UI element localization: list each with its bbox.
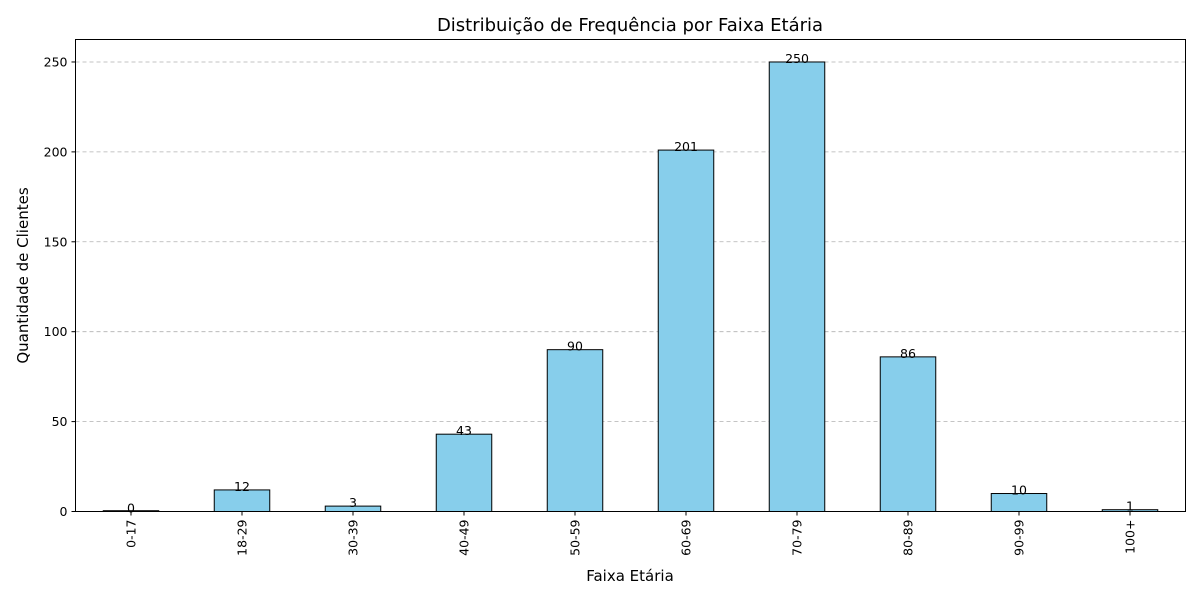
data-label: 250	[785, 51, 809, 66]
y-axis-label: Quantidade de Clientes	[14, 187, 32, 363]
y-tick-label: 0	[60, 504, 68, 519]
x-axis-label: Faixa Etária	[586, 567, 674, 585]
data-label: 1	[1126, 499, 1134, 514]
data-label: 3	[349, 495, 357, 510]
y-tick-label: 50	[52, 414, 68, 429]
bar-60-69	[657, 149, 715, 512]
x-tick-label: 90-99	[1012, 519, 1027, 555]
data-label: 0	[127, 501, 135, 516]
bar-40-49	[435, 433, 493, 513]
x-tick-label: 50-59	[568, 519, 583, 555]
bar-70-79	[768, 61, 826, 512]
y-tick-label: 250	[44, 54, 68, 69]
x-tick-label: 18-29	[235, 519, 250, 555]
x-axis: 0-17 18-29 30-39 40-49 50-59 60-69 70-79 80-89 9…	[124, 511, 1138, 556]
data-label: 90	[567, 339, 583, 354]
y-tick-label: 150	[44, 234, 68, 249]
x-tick-label: 60-69	[679, 519, 694, 555]
x-tick-label: 70-79	[790, 519, 805, 555]
data-labels: 0 12 3 43 90 201 250 86 10 1	[127, 51, 1134, 516]
plot-frame	[75, 39, 1186, 512]
data-label: 10	[1011, 483, 1027, 498]
data-label: 86	[900, 346, 916, 361]
bar-80-89	[879, 356, 937, 512]
x-tick-label: 30-39	[346, 519, 361, 555]
data-label: 201	[674, 139, 698, 154]
chart-title: Distribuição de Frequência por Faixa Etá…	[437, 15, 823, 36]
data-label: 12	[234, 479, 250, 494]
x-tick-label: 40-49	[457, 519, 472, 555]
x-tick-label: 100+	[1123, 520, 1138, 554]
x-tick-label: 80-89	[901, 519, 916, 555]
x-tick-label: 0-17	[124, 520, 139, 548]
y-axis: 0 50 100 150 200 250	[44, 54, 76, 519]
gridlines	[75, 61, 1186, 422]
y-tick-label: 200	[44, 144, 68, 159]
bar-50-59	[546, 349, 604, 512]
data-label: 43	[456, 423, 472, 438]
y-tick-label: 100	[44, 324, 68, 339]
bars	[102, 61, 1159, 513]
